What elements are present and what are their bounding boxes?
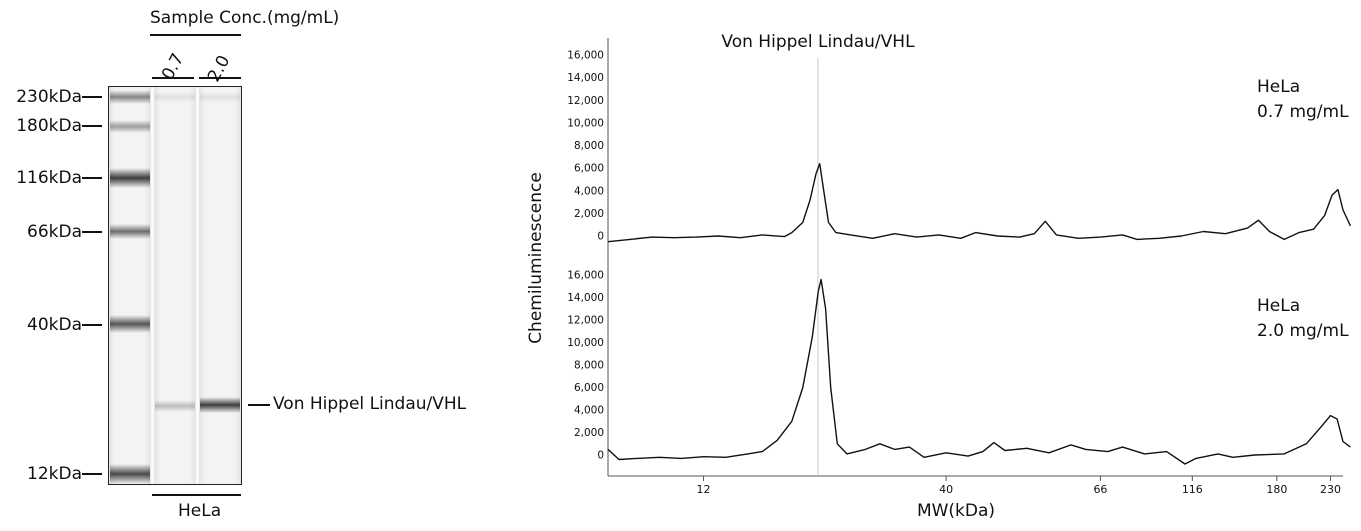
y-tick-label: 12,000 <box>567 315 604 327</box>
marker-tick-116 <box>82 177 102 179</box>
marker-label-116: 116kDa <box>16 168 82 188</box>
series-line-top <box>607 162 1352 243</box>
y-tick-label: 0 <box>597 231 604 243</box>
sample-label: HeLa <box>178 501 222 521</box>
gel-title: Sample Conc.(mg/mL) <box>150 8 340 28</box>
target-label: Von Hippel Lindau/VHL <box>273 394 467 414</box>
chart-panel-bottom: 0 2,000 4,000 6,000 8,000 10,000 12,000 14,000 1… <box>567 270 1351 465</box>
y-tick-label: 2,000 <box>574 208 604 220</box>
chart-panel-top: 0 2,000 4,000 6,000 8,000 10,000 12,000 14,000 1… <box>567 50 1352 243</box>
x-tick-label: 66 <box>1093 483 1107 496</box>
chart-title: Von Hippel Lindau/VHL <box>721 32 915 52</box>
y-tick-label: 10,000 <box>567 337 604 349</box>
gel-image <box>108 86 242 485</box>
y-tick-label: 2,000 <box>574 427 604 439</box>
chart-svg: Von Hippel Lindau/VHL Chemiluminescence … <box>526 32 1352 521</box>
marker-label-40: 40kDa <box>27 315 82 335</box>
x-tick-label: 230 <box>1320 483 1341 496</box>
lane-label-2-0: 2.0 <box>204 52 235 86</box>
y-tick-label: 6,000 <box>574 382 604 394</box>
series-line-bottom <box>607 278 1351 465</box>
x-tick-label: 40 <box>939 483 953 496</box>
y-tick-label: 16,000 <box>567 270 604 282</box>
panel-top-label-line1: HeLa <box>1257 77 1300 97</box>
x-axis-label: MW(kDa) <box>917 501 995 521</box>
lane-underline-2-0 <box>199 77 241 79</box>
y-tick-label: 0 <box>597 450 604 462</box>
y-tick-label: 14,000 <box>567 292 604 304</box>
y-tick-label: 14,000 <box>567 72 604 84</box>
marker-tick-12 <box>82 473 102 475</box>
marker-label-180: 180kDa <box>16 116 82 136</box>
y-tick-label: 4,000 <box>574 405 604 417</box>
marker-label-66: 66kDa <box>27 222 82 242</box>
x-tick-label: 180 <box>1266 483 1287 496</box>
marker-tick-180 <box>82 125 102 127</box>
y-tick-label: 16,000 <box>567 50 604 62</box>
y-tick-label: 4,000 <box>574 185 604 197</box>
marker-tick-66 <box>82 231 102 233</box>
sample-overline <box>152 494 241 496</box>
x-tick-label: 12 <box>697 483 711 496</box>
lane-underline-0-7 <box>152 77 194 79</box>
x-tick-label: 116 <box>1182 483 1203 496</box>
gel-panel: Sample Conc.(mg/mL) 0.7 2.0 <box>0 0 520 527</box>
target-band-2-0 <box>200 397 240 413</box>
target-band-0-7 <box>155 400 195 412</box>
y-tick-label: 6,000 <box>574 163 604 175</box>
panel-bottom-label-line1: HeLa <box>1257 296 1300 316</box>
y-tick-label: 12,000 <box>567 95 604 107</box>
marker-label-230: 230kDa <box>16 87 82 107</box>
y-tick-label: 8,000 <box>574 140 604 152</box>
marker-tick-40 <box>82 324 102 326</box>
x-ticks: 12 40 66 116 180 230 <box>697 476 1341 496</box>
ladder-bands <box>110 90 150 484</box>
panel-bottom-label-line2: 2.0 mg/mL <box>1257 321 1349 341</box>
y-tick-label: 10,000 <box>567 117 604 129</box>
target-tick <box>248 404 270 406</box>
y-axis-label: Chemiluminescence <box>526 172 546 344</box>
marker-label-12: 12kDa <box>27 464 82 484</box>
panel-top-label-line2: 0.7 mg/mL <box>1257 102 1349 122</box>
y-tick-label: 8,000 <box>574 360 604 372</box>
gel-title-underline <box>150 34 241 36</box>
marker-tick-230 <box>82 96 102 98</box>
chart-panel: Von Hippel Lindau/VHL Chemiluminescence … <box>520 0 1361 527</box>
